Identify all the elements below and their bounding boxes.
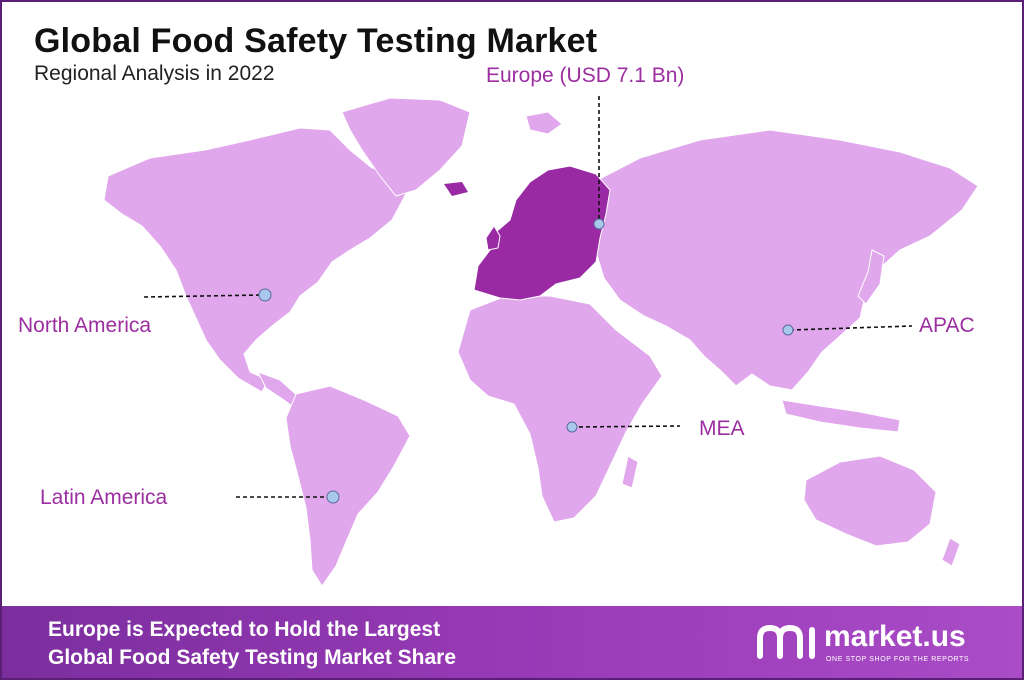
north-america-landmass bbox=[103, 127, 409, 393]
new-zealand-landmass bbox=[941, 537, 961, 567]
label-north-america: North America bbox=[18, 314, 152, 337]
world-map bbox=[103, 96, 979, 587]
iceland-landmass bbox=[444, 182, 468, 196]
uk-landmass bbox=[485, 225, 501, 251]
label-europe: Europe (USD 7.1 Bn) bbox=[486, 64, 685, 87]
footer-line-2: Global Food Safety Testing Market Share bbox=[48, 646, 457, 669]
south-america-landmass bbox=[285, 385, 411, 587]
australia-landmass bbox=[803, 455, 937, 547]
europe-region bbox=[473, 165, 611, 301]
greenland-landmass bbox=[341, 97, 471, 197]
svalbard-landmass bbox=[525, 111, 563, 135]
market-us-logo-icon bbox=[757, 624, 815, 659]
brand-name: market.us bbox=[824, 620, 966, 653]
page-title: Global Food Safety Testing Market bbox=[34, 22, 598, 60]
latin-america-marker bbox=[326, 490, 340, 504]
north-america-marker bbox=[258, 288, 272, 302]
japan-landmass bbox=[857, 249, 885, 305]
north-america-leader-line bbox=[143, 294, 263, 298]
asia-landmass bbox=[589, 129, 979, 391]
mea-marker bbox=[566, 421, 578, 433]
europe-marker bbox=[593, 218, 605, 230]
brand-tagline: ONE STOP SHOP FOR THE REPORTS bbox=[826, 656, 970, 663]
apac-marker bbox=[782, 324, 794, 336]
page-subtitle: Regional Analysis in 2022 bbox=[34, 62, 275, 85]
africa-landmass bbox=[457, 295, 663, 523]
madagascar-landmass bbox=[621, 455, 639, 489]
brand-logo: market.us ONE STOP SHOP FOR THE REPORTS bbox=[754, 618, 1004, 672]
label-latin-america: Latin America bbox=[40, 486, 168, 509]
label-mea: MEA bbox=[699, 417, 745, 440]
footer-banner: Europe is Expected to Hold the Largest G… bbox=[0, 606, 1024, 680]
apac-leader-line bbox=[789, 325, 913, 331]
label-apac: APAC bbox=[919, 314, 975, 337]
footer-line-1: Europe is Expected to Hold the Largest bbox=[48, 618, 441, 641]
southeast-asia-islands bbox=[781, 399, 901, 433]
